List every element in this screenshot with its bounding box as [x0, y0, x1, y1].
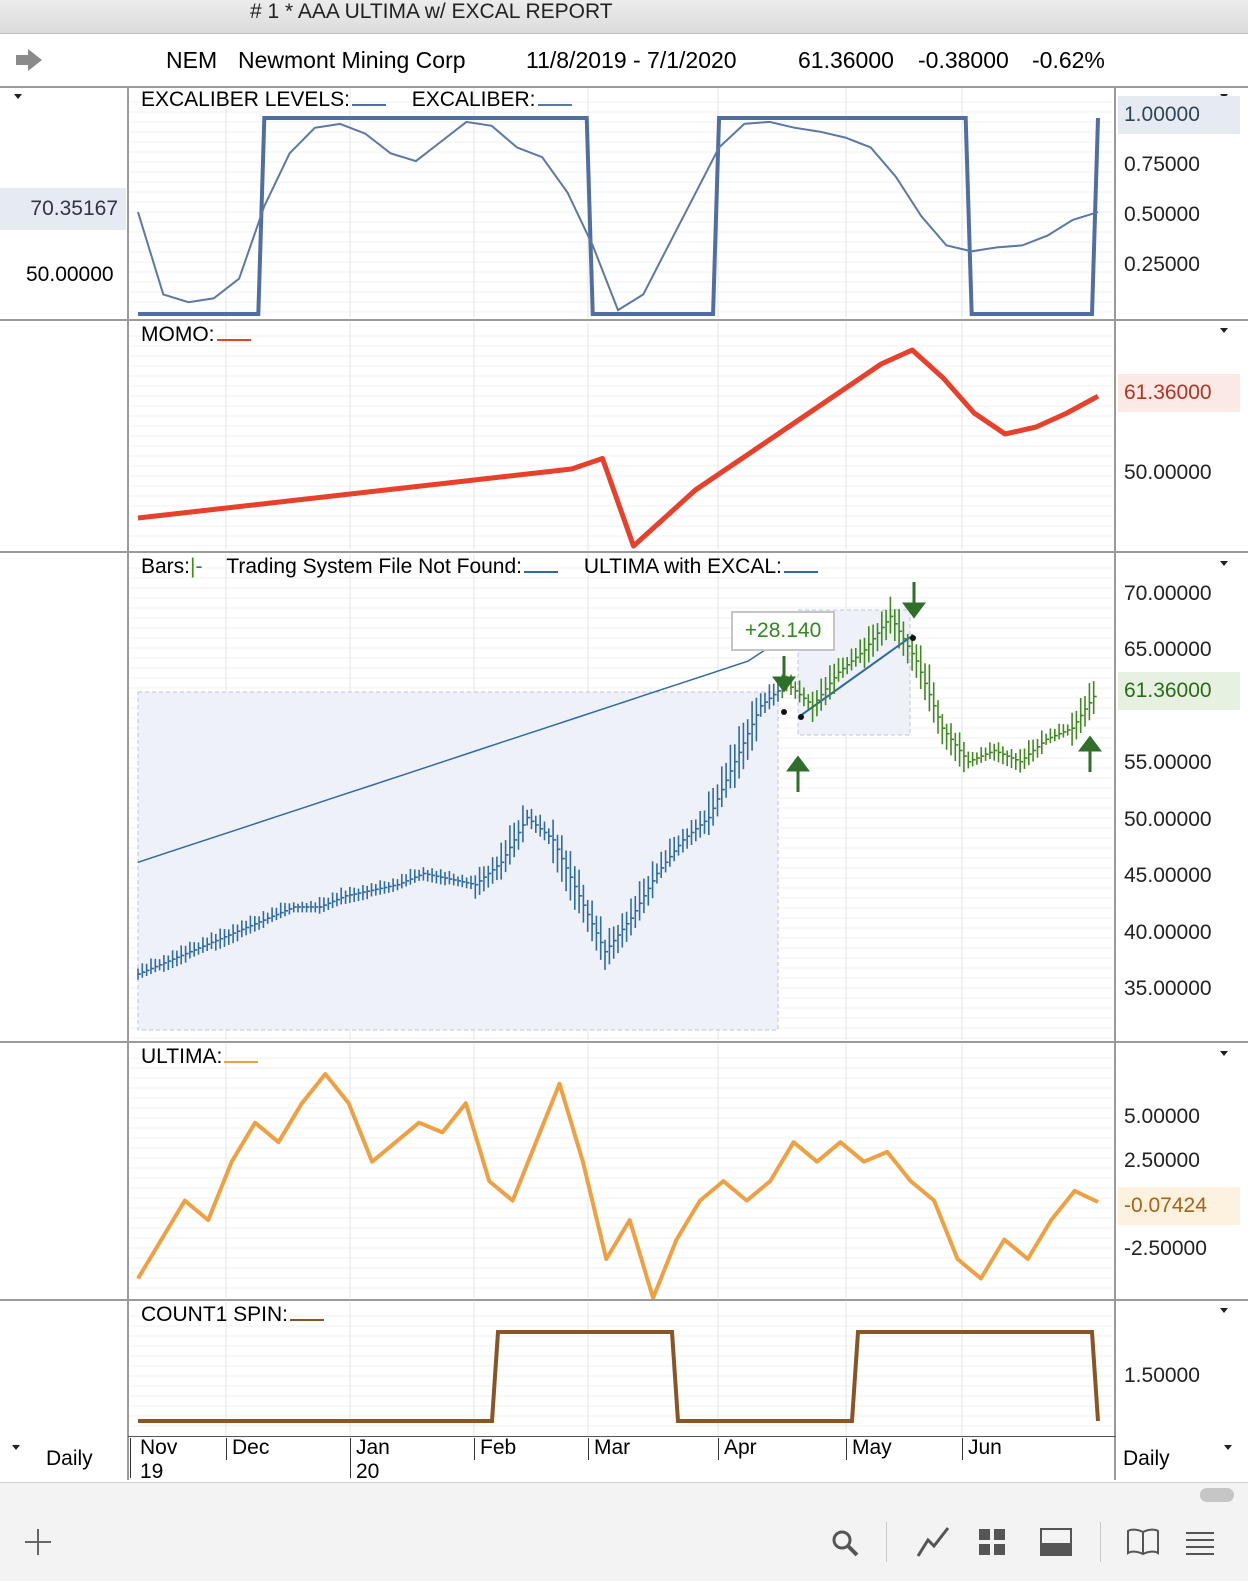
- list-icon[interactable]: [1184, 1530, 1216, 1556]
- x-month-label: Mar: [594, 1436, 631, 1459]
- axis-tick-label: 0.75000: [1124, 153, 1200, 176]
- x-month-label: Nov: [140, 1436, 178, 1459]
- legend-ultima-excal[interactable]: ULTIMA with EXCAL:: [583, 555, 782, 578]
- line-chart-icon[interactable]: [916, 1526, 950, 1558]
- x-year-label: 20: [356, 1460, 380, 1483]
- right-period-label[interactable]: Daily: [1123, 1447, 1170, 1470]
- axis-tick-label: 40.00000: [1124, 921, 1212, 944]
- bars-value-badge: 61.36000: [1118, 672, 1240, 710]
- ultima-line: [136, 1072, 1099, 1300]
- legend-excaliber[interactable]: EXCALIBER:: [411, 88, 536, 111]
- window-title: # 1 * AAA ULTIMA w/ EXCAL REPORT: [250, 0, 613, 23]
- symbol-header: NEM Newmont Mining Corp 11/8/2019 - 7/1/…: [0, 34, 1248, 88]
- legend-excaliber-levels[interactable]: EXCALIBER LEVELS:: [141, 88, 350, 111]
- axis-tick-label: 0.50000: [1124, 203, 1200, 226]
- excaliber-value-badge: 1.00000: [1118, 96, 1240, 134]
- axis-tick-label: 0.25000: [1124, 253, 1200, 276]
- book-icon[interactable]: [1126, 1528, 1160, 1556]
- panel-separator[interactable]: [0, 319, 1248, 321]
- period-menu-icon[interactable]: [12, 1445, 20, 1450]
- x-month-label: May: [852, 1436, 892, 1459]
- grid-icon[interactable]: [978, 1528, 1006, 1556]
- ultima-panel-label: ULTIMA:: [141, 1045, 259, 1069]
- trade-region: [137, 691, 779, 1031]
- legend-bars[interactable]: Bars:: [141, 555, 191, 578]
- left-axis-value-badge: 70.35167: [0, 188, 126, 230]
- panel-separator[interactable]: [0, 1041, 1248, 1043]
- axis-tick-label: 35.00000: [1124, 977, 1212, 1000]
- panel-menu-icon[interactable]: [1220, 328, 1228, 333]
- ultima-excal-line: [137, 638, 783, 864]
- ultima-value-badge: -0.07424: [1118, 1187, 1240, 1225]
- horizontal-scrollbar[interactable]: [1200, 1488, 1234, 1502]
- sell-arrow-icon: [772, 656, 796, 693]
- arrow-right-icon[interactable]: [14, 48, 44, 72]
- trade-line: [799, 635, 913, 717]
- buy-arrow-icon: [1078, 735, 1102, 772]
- legend-momo[interactable]: MOMO:: [141, 323, 215, 346]
- excaliber-levels-line: [138, 116, 1100, 316]
- excaliber-line: [137, 120, 1099, 312]
- momo-value-badge: 61.36000: [1118, 374, 1240, 412]
- symbol-ticker[interactable]: NEM: [166, 47, 218, 73]
- company-name: Newmont Mining Corp: [238, 47, 466, 73]
- menu-triangle-icon[interactable]: [14, 94, 22, 99]
- panel-menu-icon[interactable]: [1220, 561, 1228, 566]
- count1-panel-label: COUNT1 SPIN:: [141, 1303, 325, 1327]
- trade-point: [781, 709, 787, 715]
- momo-panel-label: MOMO:: [141, 323, 251, 347]
- axis-tick-label: 55.00000: [1124, 751, 1212, 774]
- axis-tick-label: 50.00000: [1124, 461, 1212, 484]
- axis-tick-label: -2.50000: [1124, 1237, 1207, 1260]
- trade-point: [798, 714, 804, 720]
- legend-ultima[interactable]: ULTIMA:: [141, 1045, 223, 1068]
- panel-menu-icon[interactable]: [1220, 1308, 1228, 1313]
- x-month-label: Jun: [968, 1436, 1002, 1459]
- count1-spin-line: [138, 1330, 1100, 1423]
- axis-tick-label: 2.50000: [1124, 1149, 1200, 1172]
- panel-separator[interactable]: [0, 551, 1248, 553]
- panel-icon[interactable]: [1040, 1528, 1072, 1556]
- sell-arrow-icon: [902, 582, 926, 619]
- price-change: -0.38000: [918, 47, 1009, 73]
- axis-tick-label: 45.00000: [1124, 864, 1212, 887]
- panel-separator[interactable]: [0, 1299, 1248, 1301]
- right-axis-border: [1114, 86, 1116, 1480]
- last-price: 61.36000: [798, 47, 894, 73]
- bars-panel-label: Bars:|- Trading System File Not Found: U…: [141, 555, 818, 579]
- excaliber-panel-label: EXCALIBER LEVELS: EXCALIBER:: [141, 88, 572, 112]
- left-axis-border: [127, 86, 129, 1480]
- x-year-label: 19: [140, 1460, 164, 1483]
- left-axis-label: 50.00000: [26, 263, 114, 286]
- axis-tick-label: 1.50000: [1124, 1364, 1200, 1387]
- window-title-bar: # 1 * AAA ULTIMA w/ EXCAL REPORT: [0, 0, 1248, 34]
- x-month-label: Apr: [724, 1436, 757, 1459]
- axis-tick-label: 5.00000: [1124, 1105, 1200, 1128]
- trade-gain-annotation[interactable]: +28.140: [731, 611, 835, 651]
- left-period-label[interactable]: Daily: [46, 1447, 93, 1470]
- x-month-label: Feb: [480, 1436, 517, 1459]
- x-month-label: Jan: [356, 1436, 390, 1459]
- axis-tick-label: 65.00000: [1124, 638, 1212, 661]
- period-menu-icon[interactable]: [1224, 1445, 1232, 1450]
- x-axis-line: [128, 1436, 1116, 1437]
- trade-point: [910, 635, 916, 641]
- x-month-label: Dec: [232, 1436, 270, 1459]
- legend-count1-spin[interactable]: COUNT1 SPIN:: [141, 1303, 289, 1326]
- legend-trading-system[interactable]: Trading System File Not Found:: [226, 555, 522, 578]
- panel-menu-icon[interactable]: [1220, 1051, 1228, 1056]
- axis-tick-label: 50.00000: [1124, 808, 1212, 831]
- price-change-pct: -0.62%: [1032, 47, 1105, 73]
- buy-arrow-icon: [786, 755, 810, 792]
- plus-icon[interactable]: [22, 1526, 54, 1558]
- momo-line: [137, 347, 1100, 549]
- search-icon[interactable]: [830, 1528, 860, 1558]
- date-range: 11/8/2019 - 7/1/2020: [526, 47, 737, 73]
- axis-tick-label: 70.00000: [1124, 582, 1212, 605]
